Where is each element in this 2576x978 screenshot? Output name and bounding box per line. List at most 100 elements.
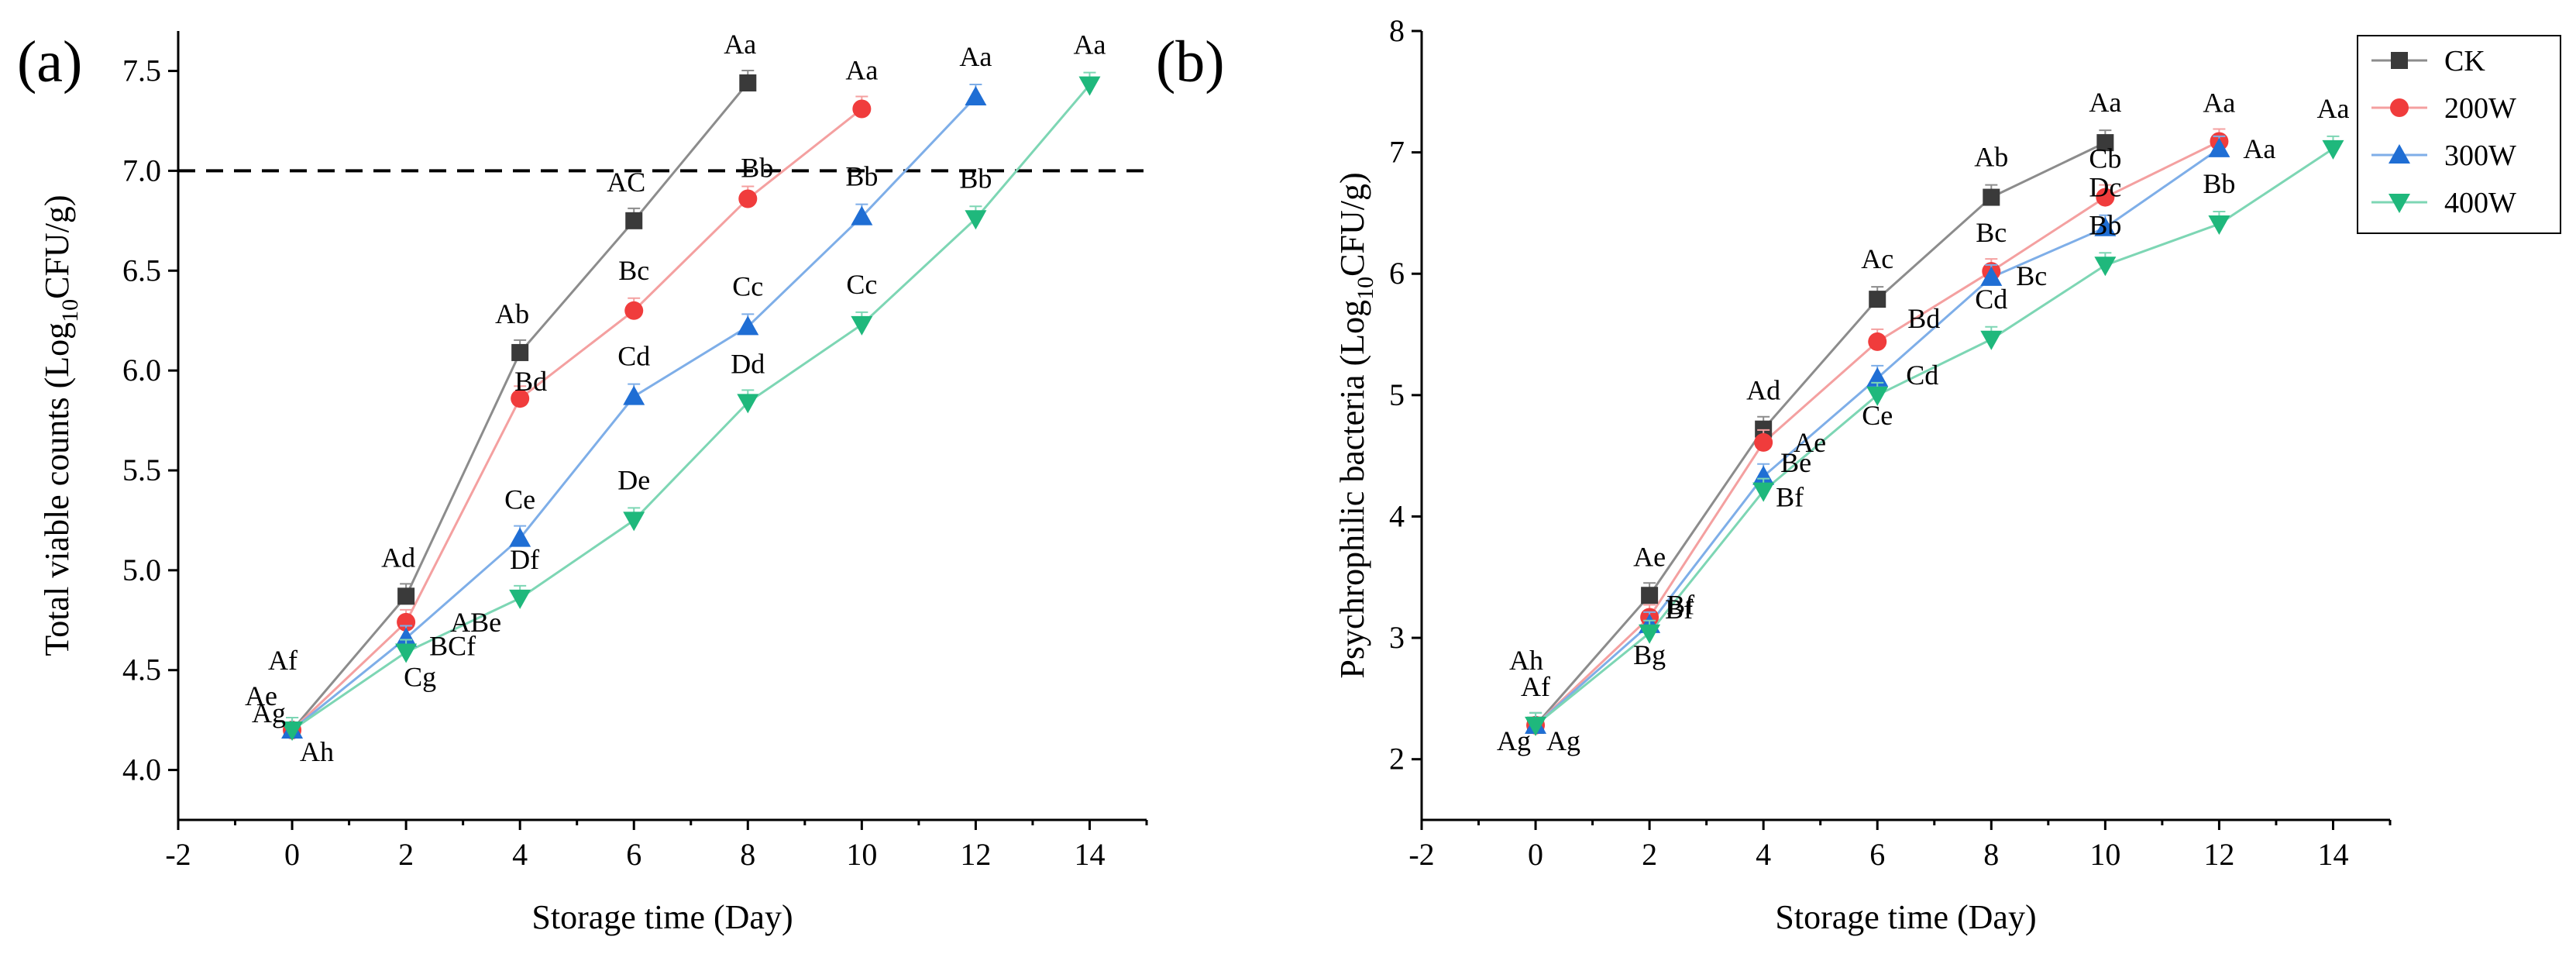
- legend-label-300W: 300W: [2444, 139, 2516, 172]
- data-point-CK: [1983, 188, 2000, 206]
- significance-label: Ag: [1497, 725, 1531, 756]
- significance-label: Df: [510, 544, 539, 575]
- significance-label: Bf: [1666, 589, 1694, 620]
- data-point-CK: [625, 212, 643, 229]
- x-tick-label: 10: [846, 837, 877, 872]
- data-point-400W: [2208, 215, 2230, 236]
- data-point-400W: [1752, 482, 1775, 502]
- x-tick-label: 12: [2203, 837, 2234, 872]
- significance-label: Bf: [1665, 594, 1693, 625]
- y-axis-title-main: Total viable counts (Log: [38, 322, 76, 656]
- significance-label: Cg: [404, 662, 436, 693]
- significance-label: Ab: [495, 298, 529, 329]
- significance-label: Ae: [1633, 541, 1666, 572]
- y-tick-label: 7.0: [122, 153, 161, 188]
- data-point-400W: [2322, 139, 2344, 160]
- x-tick-label: -2: [165, 837, 191, 872]
- series-line-400W: [291, 84, 1091, 732]
- significance-label: Ac: [1861, 243, 1893, 274]
- data-point-300W: [2094, 216, 2117, 236]
- significance-label: Bc: [2016, 260, 2047, 291]
- x-tick-label: 6: [1869, 837, 1885, 872]
- y-tick-label: 6.0: [122, 353, 161, 387]
- x-axis-title: Storage time (Day): [531, 898, 793, 936]
- significance-label: Ag: [252, 697, 286, 728]
- data-point-CK: [397, 587, 415, 605]
- data-point-300W: [1980, 266, 2003, 286]
- x-tick-label: 2: [1642, 837, 1657, 872]
- data-point-300W: [965, 86, 987, 106]
- data-point-200W: [738, 189, 758, 208]
- series-line-200W: [291, 108, 863, 732]
- significance-label: Ce: [1862, 400, 1893, 431]
- y-axis-title-unit: CFU/g): [38, 195, 76, 298]
- significance-label: Af: [1521, 671, 1550, 702]
- significance-label: Bg: [1633, 639, 1666, 670]
- x-tick-label: 4: [1756, 837, 1771, 872]
- significance-label: Aa: [2203, 88, 2235, 119]
- significance-label: Bb: [2203, 168, 2235, 199]
- data-point-400W: [1639, 624, 1661, 644]
- legend-marker-200W: [2390, 98, 2409, 117]
- x-tick-label: 6: [626, 837, 641, 872]
- legend-label-CK: CK: [2444, 45, 2485, 77]
- panel-label: (a): [17, 29, 82, 95]
- significance-label: Ae: [245, 680, 277, 711]
- significance-label: Bd: [1907, 303, 1940, 334]
- significance-label: Aa: [1073, 29, 1106, 60]
- significance-label: Bd: [514, 366, 547, 397]
- significance-label: AC: [607, 167, 645, 198]
- x-tick-label: 8: [740, 837, 755, 872]
- significance-label: Bb: [741, 152, 773, 183]
- data-point-400W: [509, 589, 531, 609]
- y-tick-label: 4.5: [122, 653, 161, 687]
- x-tick-label: 14: [1074, 837, 1105, 872]
- y-tick-label: 6: [1389, 256, 1405, 291]
- data-point-CK: [1755, 420, 1773, 438]
- y-tick-label: 6.5: [122, 253, 161, 288]
- significance-label: Cb: [2089, 143, 2121, 174]
- data-point-300W: [623, 385, 645, 405]
- significance-label: Dc: [2089, 172, 2121, 203]
- y-tick-label: 4: [1389, 498, 1405, 533]
- data-point-400W: [1980, 330, 2003, 350]
- significance-label: Ah: [1509, 645, 1543, 676]
- series-line-CK: [1534, 141, 2107, 726]
- significance-label: Bb: [959, 163, 992, 194]
- data-point-CK: [1641, 587, 1659, 604]
- legend-marker-CK: [2391, 52, 2408, 69]
- legend-marker-400W: [2389, 194, 2410, 213]
- data-point-300W: [395, 627, 418, 647]
- data-point-400W: [851, 315, 873, 336]
- significance-label: Aa: [959, 41, 992, 72]
- significance-label: Aa: [2316, 93, 2349, 124]
- data-point-CK: [1869, 291, 1886, 308]
- significance-label: Cd: [1975, 284, 2007, 315]
- x-axis-title: Storage time (Day): [1775, 898, 2036, 936]
- x-tick-label: 0: [284, 837, 300, 872]
- significance-label: Dd: [731, 348, 765, 379]
- legend-label-200W: 200W: [2444, 92, 2516, 125]
- significance-label: Ae: [1794, 427, 1826, 458]
- x-tick-label: 0: [1528, 837, 1543, 872]
- significance-label: BCf: [429, 630, 476, 661]
- data-point-300W: [737, 315, 759, 336]
- y-tick-label: 2: [1389, 742, 1405, 777]
- x-tick-label: 2: [398, 837, 414, 872]
- legend-label-400W: 400W: [2444, 187, 2516, 219]
- significance-label: Ag: [1546, 725, 1580, 756]
- significance-label: Bb: [845, 161, 878, 192]
- x-tick-label: 12: [960, 837, 991, 872]
- legend-marker-300W: [2389, 144, 2410, 164]
- x-tick-label: 8: [1983, 837, 1999, 872]
- significance-label: Cc: [732, 270, 763, 301]
- y-axis-title: Psychrophilic bacteria (Log10CFU/g): [1333, 172, 1378, 678]
- y-tick-label: 7: [1389, 135, 1405, 170]
- data-point-300W: [509, 527, 531, 547]
- significance-label: Ce: [504, 484, 535, 515]
- significance-label: Bc: [1976, 217, 2007, 248]
- significance-label: Bc: [618, 255, 649, 286]
- data-point-400W: [2094, 257, 2117, 277]
- data-point-300W: [851, 205, 873, 226]
- data-point-CK: [2096, 134, 2114, 152]
